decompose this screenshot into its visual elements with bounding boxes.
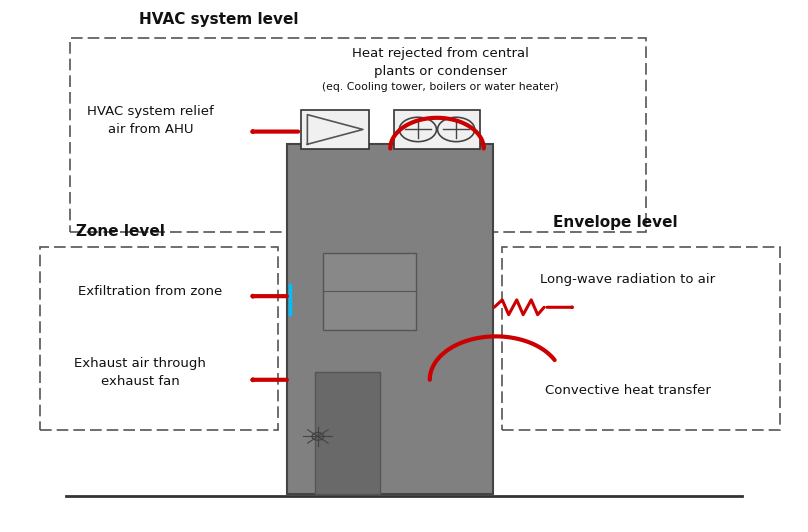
Text: Zone level: Zone level: [76, 224, 165, 239]
Bar: [503, 247, 780, 430]
Bar: [40, 247, 278, 430]
Text: Exfiltration from zone: Exfiltration from zone: [78, 285, 222, 298]
Text: Convective heat transfer: Convective heat transfer: [545, 384, 711, 397]
Text: HVAC system relief
air from AHU: HVAC system relief air from AHU: [87, 105, 214, 136]
Text: (eq. Cooling tower, boilers or water heater): (eq. Cooling tower, boilers or water hea…: [322, 82, 558, 92]
Text: Exhaust air through
exhaust fan: Exhaust air through exhaust fan: [74, 358, 206, 388]
FancyBboxPatch shape: [315, 372, 380, 494]
Bar: [69, 38, 646, 231]
FancyBboxPatch shape: [287, 144, 493, 494]
Text: Heat rejected from central
plants or condenser: Heat rejected from central plants or con…: [351, 47, 528, 78]
Text: Long-wave radiation to air: Long-wave radiation to air: [541, 273, 715, 286]
Text: Envelope level: Envelope level: [553, 215, 677, 230]
FancyBboxPatch shape: [301, 111, 369, 148]
FancyBboxPatch shape: [323, 253, 416, 329]
Text: HVAC system level: HVAC system level: [139, 12, 298, 28]
FancyBboxPatch shape: [393, 111, 481, 148]
